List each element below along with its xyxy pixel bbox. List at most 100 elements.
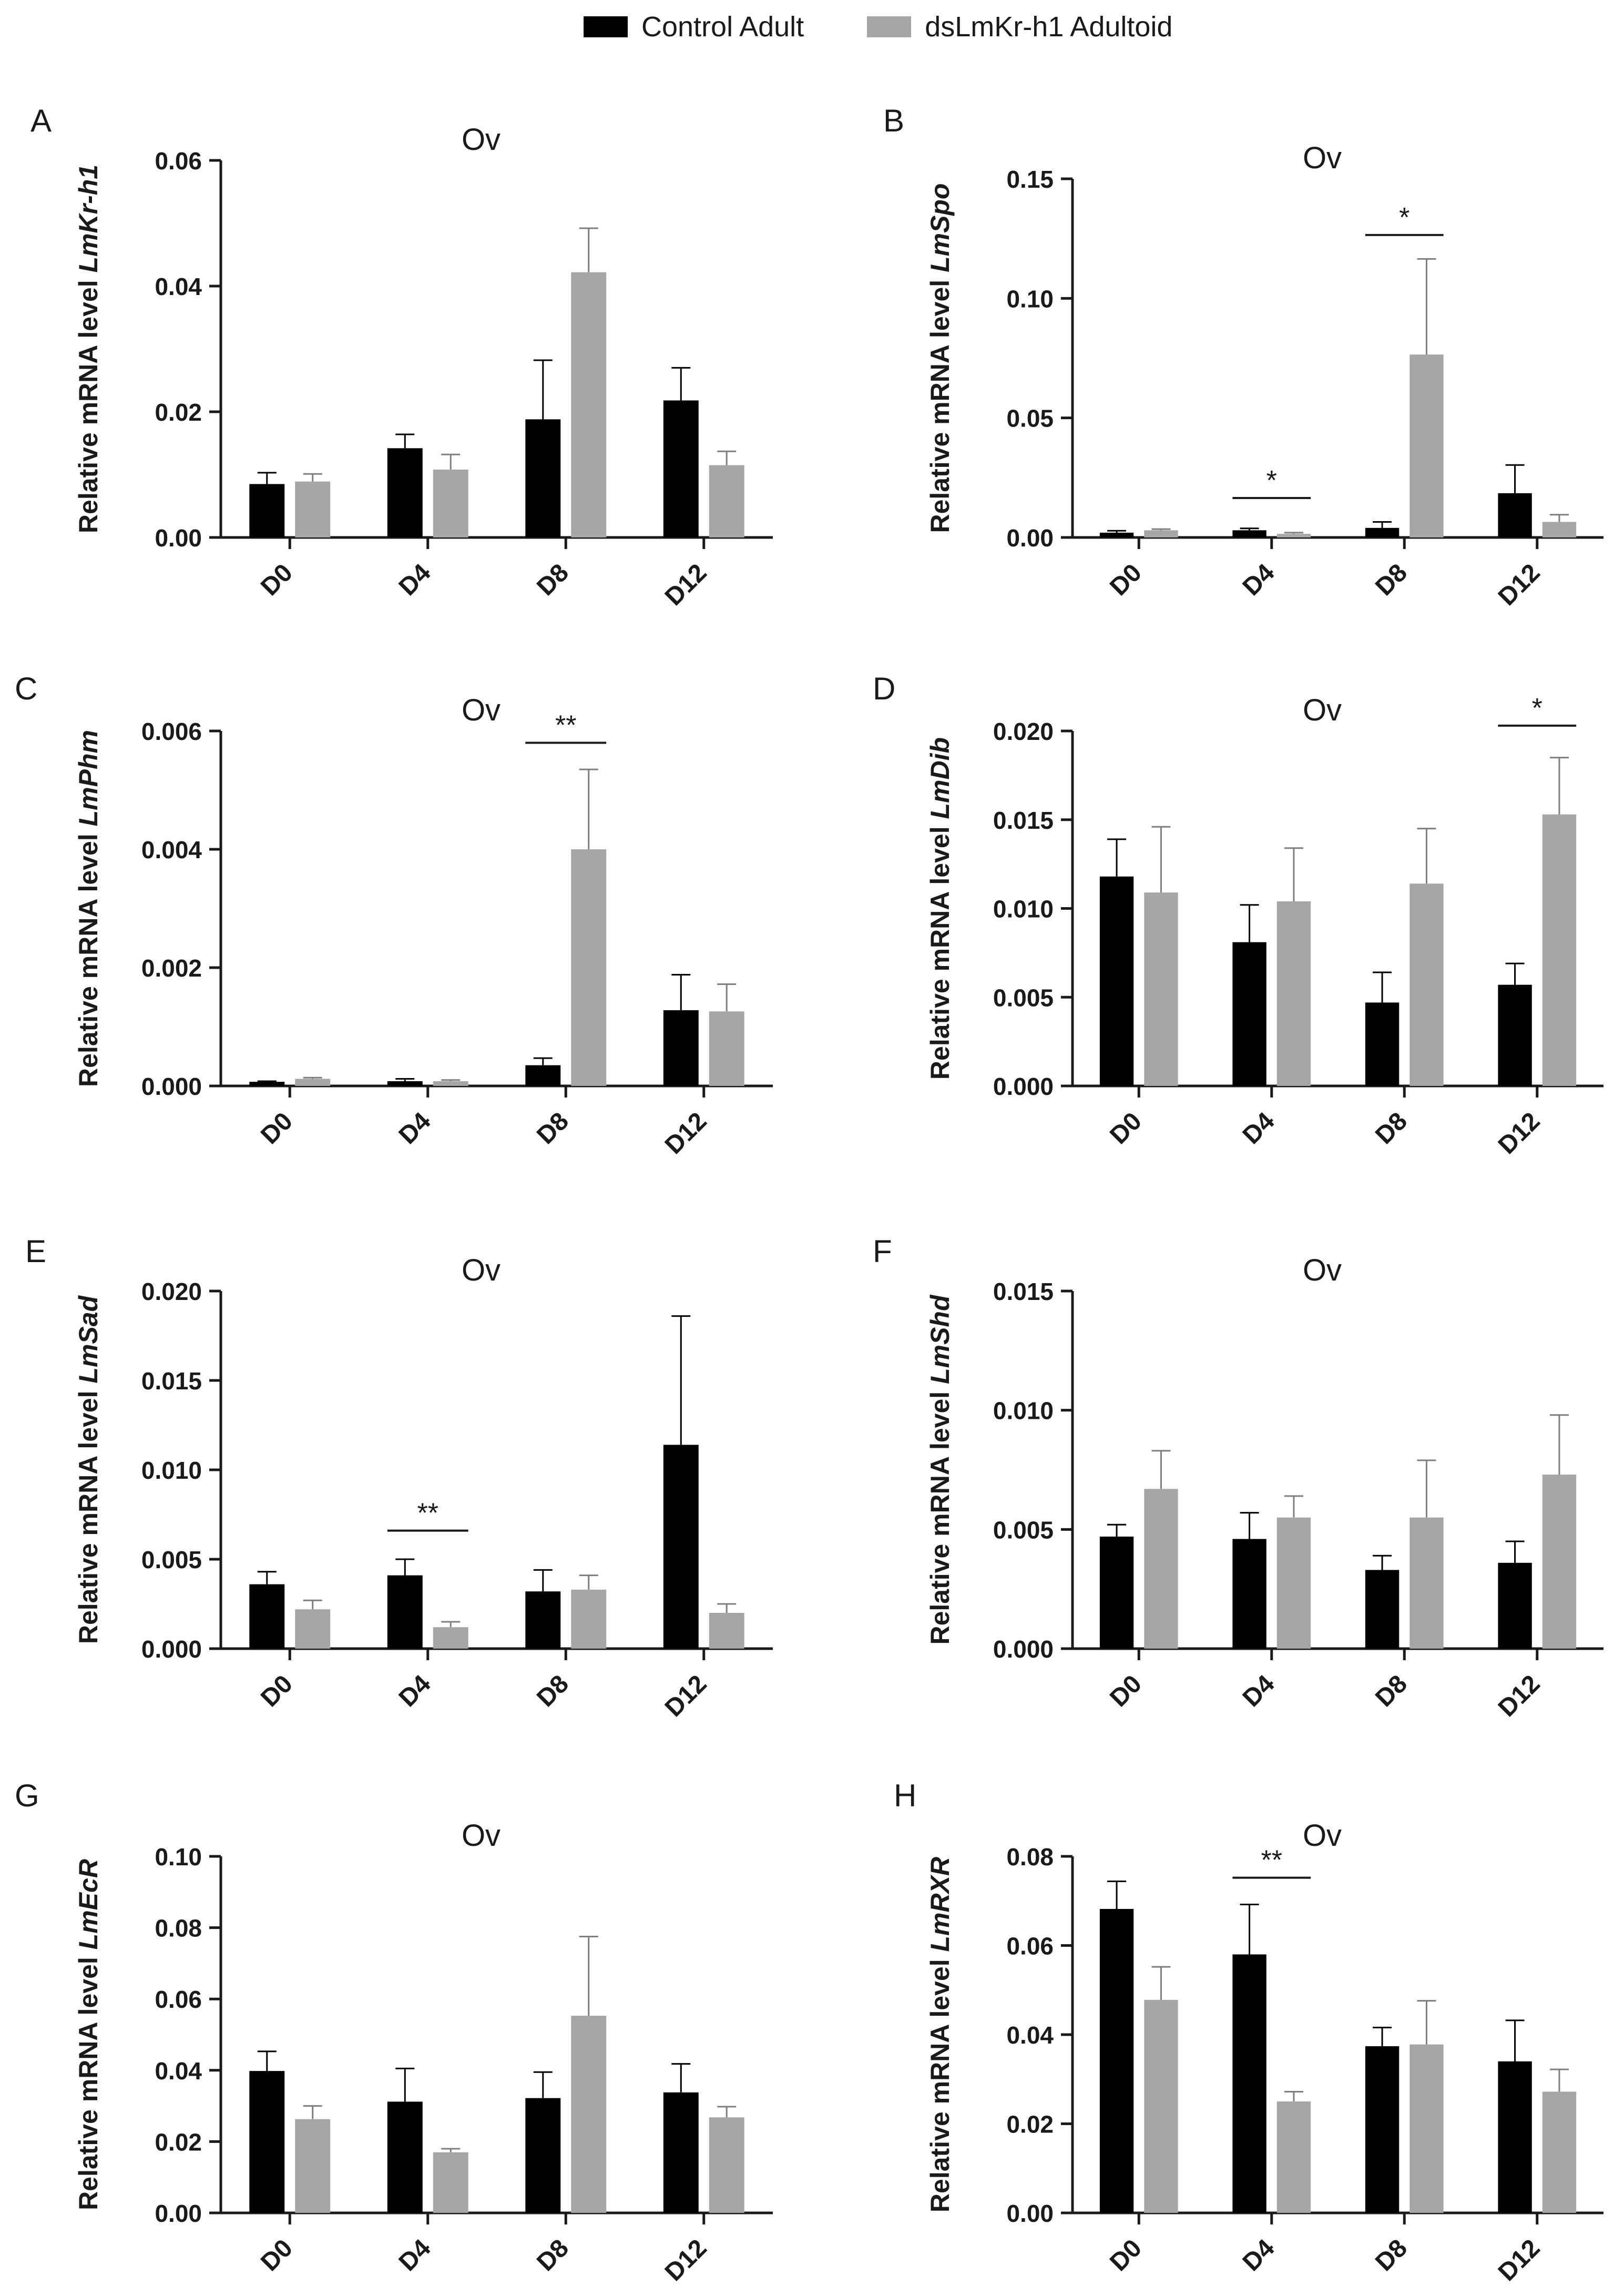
- significance-label: **: [417, 1498, 438, 1529]
- y-tick-label: 0.006: [141, 718, 202, 745]
- bar-treated-d0: [1144, 892, 1178, 1086]
- panel-label: B: [883, 103, 904, 138]
- legend: Control Adult dsLmKr-h1 Adultoid: [584, 11, 1235, 43]
- bar-control-d4: [1232, 1539, 1266, 1649]
- bar-treated-d4: [433, 1627, 468, 1649]
- legend-item-control: Control Adult: [584, 11, 804, 43]
- x-tick-label: D0: [1105, 558, 1147, 601]
- bar-control-d8: [1365, 527, 1400, 537]
- x-tick-label: D0: [256, 1670, 298, 1712]
- y-axis-label-prefix: Relative mRNA level: [74, 1384, 103, 1644]
- y-tick-label: 0.06: [155, 147, 202, 175]
- y-axis-label: Relative mRNA level LmShd: [925, 1294, 955, 1644]
- panel-a: A Ov 0.00 0.02 0.04 0.06 Relative mRNA level L…: [30, 103, 773, 611]
- y-axis-label: Relative mRNA level LmKr-h1: [74, 165, 103, 533]
- bar-control-d0: [1099, 1909, 1134, 2213]
- bar-treated-d4: [1276, 1517, 1311, 1649]
- x-tick-label: D4: [1238, 558, 1280, 601]
- y-tick-label: 0.005: [141, 1546, 202, 1573]
- panel-b: B Ov 0.00 0.05 0.10 0.15 Relative mRNA level L…: [883, 103, 1603, 611]
- bar-treated-d8: [571, 1589, 607, 1649]
- bar-treated-d0: [1144, 1489, 1178, 1649]
- y-axis-label-prefix: Relative mRNA level: [925, 1952, 955, 2212]
- y-tick-label: 0.15: [1006, 166, 1054, 193]
- bar-treated-d8: [571, 272, 607, 537]
- y-axis-label-gene: LmSpo: [925, 183, 955, 272]
- y-tick-label: 0.06: [1006, 1933, 1054, 1960]
- bar-control-d8: [525, 1065, 561, 1086]
- bar-control-d0: [249, 1584, 285, 1649]
- legend-label-treated: dsLmKr-h1 Adultoid: [925, 11, 1173, 43]
- legend-item-treated: dsLmKr-h1 Adultoid: [867, 11, 1172, 43]
- x-tick-label: D12: [1493, 2234, 1546, 2286]
- y-tick-label: 0.010: [993, 896, 1054, 923]
- bar-treated-d0: [295, 2119, 331, 2213]
- panel-label: E: [25, 1234, 46, 1269]
- x-tick-label: D0: [256, 1107, 298, 1150]
- y-axis-label: Relative mRNA level LmSpo: [925, 183, 955, 533]
- y-axis-label-gene: LmShd: [925, 1294, 955, 1384]
- y-tick-label: 0.02: [1006, 2111, 1054, 2138]
- panel-label: C: [15, 671, 37, 706]
- bar-control-d4: [387, 2101, 423, 2213]
- y-tick-label: 0.002: [141, 954, 202, 982]
- y-axis-label-gene: LmPhm: [74, 730, 103, 826]
- y-tick-label: 0.10: [1006, 285, 1054, 312]
- bar-treated-d12: [709, 465, 744, 537]
- y-tick-label: 0.000: [993, 1073, 1054, 1100]
- x-tick-label: D12: [660, 1107, 712, 1160]
- x-tick-label: D12: [660, 2234, 712, 2286]
- y-tick-label: 0.00: [155, 2200, 202, 2227]
- bar-control-d4: [1232, 942, 1266, 1086]
- y-tick-label: 0.02: [155, 2128, 202, 2156]
- significance-label: **: [555, 710, 576, 741]
- x-tick-label: D0: [256, 558, 298, 601]
- y-tick-label: 0.005: [993, 1516, 1054, 1543]
- bar-treated-d0: [1144, 1999, 1178, 2213]
- bar-treated-d4: [433, 2152, 468, 2213]
- bar-control-d12: [663, 1010, 699, 1086]
- bar-treated-d0: [295, 1609, 331, 1649]
- bar-control-d12: [1498, 493, 1532, 537]
- bar-treated-d4: [1276, 534, 1311, 537]
- panel-title: Ov: [1303, 141, 1342, 175]
- significance-label: **: [1261, 1845, 1282, 1876]
- panel-title: Ov: [1303, 1253, 1342, 1287]
- panel-label: A: [30, 103, 52, 138]
- y-axis-label: Relative mRNA level LmSad: [74, 1295, 103, 1644]
- y-tick-label: 0.015: [141, 1367, 202, 1395]
- y-tick-label: 0.010: [141, 1457, 202, 1484]
- panel-label: H: [894, 1778, 916, 1813]
- bar-control-d0: [1099, 532, 1134, 537]
- y-tick-label: 0.00: [155, 524, 202, 552]
- bar-control-d4: [387, 448, 423, 537]
- x-tick-label: D4: [1238, 2234, 1280, 2277]
- bar-treated-d8: [1409, 2044, 1444, 2213]
- bar-control-d12: [1498, 2061, 1532, 2213]
- bar-control-d0: [249, 1082, 285, 1086]
- y-tick-label: 0.10: [155, 1843, 202, 1871]
- bar-treated-d12: [1542, 814, 1577, 1086]
- x-tick-label: D12: [660, 558, 712, 611]
- bar-control-d8: [525, 419, 561, 537]
- x-tick-label: D4: [394, 2234, 436, 2277]
- x-tick-label: D8: [532, 558, 574, 601]
- bar-control-d12: [663, 400, 699, 537]
- panel-title: Ov: [462, 1253, 501, 1287]
- bar-control-d4: [1232, 1954, 1266, 2213]
- x-tick-label: D8: [1370, 2234, 1413, 2277]
- bar-control-d8: [525, 1591, 561, 1649]
- x-tick-label: D12: [1493, 1670, 1546, 1722]
- x-tick-label: D8: [532, 2234, 574, 2277]
- y-tick-label: 0.02: [155, 399, 202, 426]
- panel-label: G: [15, 1778, 39, 1813]
- y-axis-label-prefix: Relative mRNA level: [74, 826, 103, 1087]
- panel-title: Ov: [1303, 693, 1342, 727]
- x-tick-label: D8: [532, 1107, 574, 1150]
- y-tick-label: 0.06: [155, 1986, 202, 2013]
- y-tick-label: 0.000: [993, 1635, 1054, 1663]
- bar-control-d0: [1099, 876, 1134, 1086]
- bar-treated-d4: [433, 1081, 468, 1086]
- bar-treated-d8: [1409, 883, 1444, 1086]
